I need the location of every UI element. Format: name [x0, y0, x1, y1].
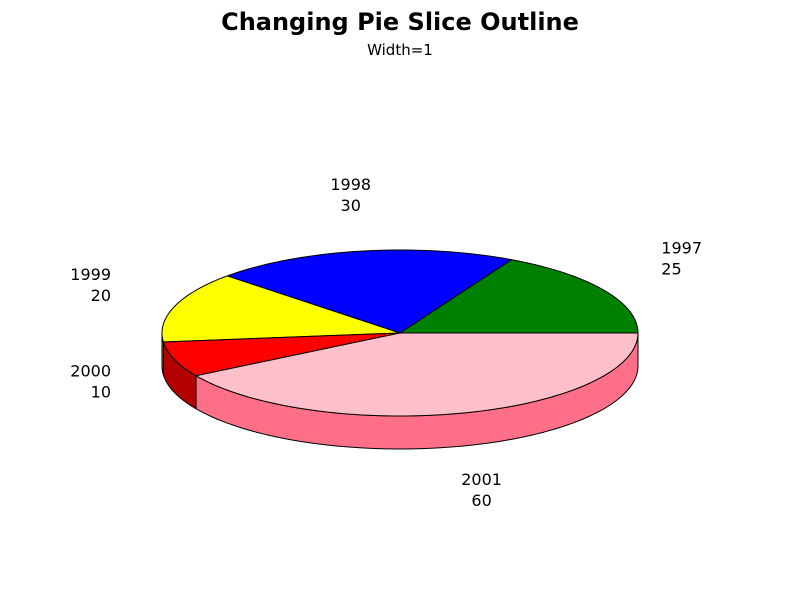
pie-slice-2001	[195, 332, 639, 417]
slice-category-label: 2001	[461, 470, 502, 489]
slice-label-1997: 1997 25	[661, 238, 702, 278]
slice-label-2001: 2001 60	[461, 470, 502, 510]
slice-category-label: 1998	[330, 175, 371, 194]
slice-label-1999: 1999 20	[70, 265, 111, 305]
chart-title: Changing Pie Slice Outline	[221, 8, 579, 36]
pie-slice-1999	[161, 275, 401, 343]
pie-tops	[161, 249, 639, 417]
chart-subtitle: Width=1	[367, 41, 433, 59]
slice-value-label: 30	[341, 196, 361, 215]
slice-category-label: 1999	[70, 265, 111, 284]
slice-value-label: 20	[91, 286, 111, 305]
pie-slice-1998	[226, 249, 512, 334]
pie-slice-1997	[399, 259, 639, 334]
slice-label-2000: 2000 10	[70, 362, 111, 402]
pie-slice-2000	[162, 332, 401, 377]
slice-value-label: 60	[471, 491, 491, 510]
slice-value-label: 25	[661, 259, 681, 278]
pie-labels: 1997 25 1998 30 1999 20 2000 10 2001 60	[70, 175, 702, 510]
slice-label-1998: 1998 30	[330, 175, 371, 215]
slice-category-label: 2000	[70, 362, 111, 381]
slice-value-label: 10	[91, 383, 111, 402]
slice-category-label: 1997	[661, 238, 702, 257]
